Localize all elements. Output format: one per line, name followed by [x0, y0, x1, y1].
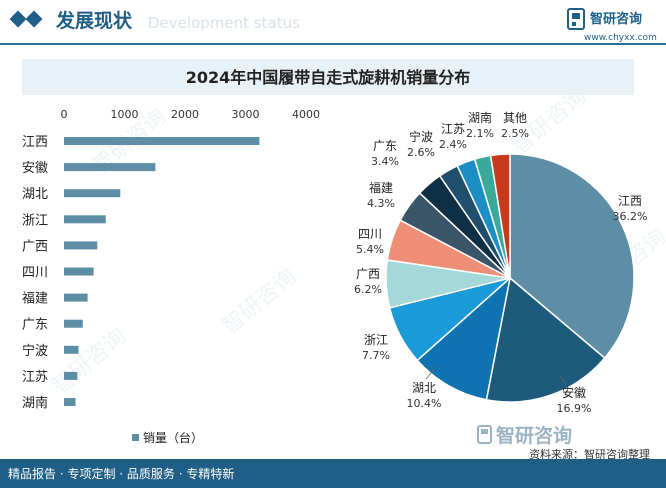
pie-slice	[416, 275, 512, 401]
pie-label: 江苏	[441, 122, 465, 136]
bar	[64, 163, 156, 172]
pie-value-label: 2.1%	[466, 127, 494, 140]
header-rule	[0, 43, 666, 45]
pie-value-label: 16.9%	[557, 402, 592, 415]
chart-title: 2024年中国履带自走式旋耕机销量分布	[186, 68, 471, 87]
diamond-bullet-icon	[9, 10, 43, 28]
pie-value-label: 2.5%	[501, 127, 529, 140]
category-label: 宁波	[22, 343, 48, 359]
bar	[64, 319, 83, 328]
footer-slogan: 精品报告 · 专项定制 · 品质服务 · 专精特新	[8, 466, 234, 481]
brand-logo-icon	[567, 8, 585, 30]
category-label: 江西	[22, 135, 48, 150]
chart-title-band	[22, 59, 634, 95]
pie-label: 广西	[356, 267, 380, 281]
category-label: 浙江	[22, 213, 48, 228]
pie-label: 宁波	[409, 129, 433, 144]
x-tick-label: 2000	[171, 108, 199, 121]
pie-label: 湖北	[412, 380, 436, 395]
bar	[64, 241, 98, 250]
pie-label: 安徽	[562, 385, 586, 400]
leader-line	[559, 374, 567, 386]
category-label: 江苏	[22, 369, 48, 385]
bar-chart: 0 1000 2000 3000 4000 江西安徽湖北浙江广西四川福建广东宁波江苏湖南销…	[22, 108, 320, 445]
header-title: 发展现状	[55, 9, 133, 32]
source-brand-watermark: 智研咨询	[496, 424, 572, 447]
leader-line	[425, 366, 437, 380]
brand-url: www.chyxx.com	[584, 33, 657, 43]
pie-value-label: 4.3%	[367, 197, 395, 210]
bar	[64, 345, 79, 354]
pie-label: 广东	[373, 139, 397, 153]
pie-chart: 江西 36.2% 安徽 16.9% 湖北 10.4% 浙江 7.7% 广西 6.2% 四川 5.4% 福…	[354, 110, 647, 415]
bar	[64, 398, 76, 406]
category-label: 广西	[22, 239, 48, 254]
category-label: 湖南	[22, 395, 48, 411]
bar	[64, 215, 106, 224]
x-tick-label: 0	[61, 108, 68, 121]
pie-value-label: 10.4%	[407, 397, 442, 410]
x-tick-label: 3000	[232, 108, 260, 121]
pie-value-label: 36.2%	[613, 210, 648, 223]
x-tick-label: 1000	[111, 108, 139, 121]
legend-swatch	[132, 434, 139, 441]
chart-title-wrap: 2024年中国履带自走式旋耕机销量分布	[186, 68, 471, 87]
category-label: 湖北	[22, 187, 48, 202]
header-subtitle-watermark: Development status	[148, 14, 300, 32]
pie-label: 江西	[618, 194, 642, 208]
bar	[64, 293, 88, 302]
pie-value-label: 5.4%	[356, 243, 384, 256]
bar	[64, 189, 121, 198]
background-watermark: 智研咨询	[218, 264, 301, 340]
pie-slice	[489, 153, 511, 279]
category-label: 广东	[22, 318, 48, 333]
pie-label: 其他	[503, 111, 527, 125]
bar	[64, 137, 260, 145]
pie-value-label: 2.4%	[439, 138, 467, 151]
source-logo-icon	[477, 425, 492, 444]
pie-slice	[509, 153, 635, 360]
pie-label: 四川	[358, 227, 382, 241]
pie-value-label: 6.2%	[354, 283, 382, 296]
header: Development status 发展现状 智研咨询 www.chyxx.c…	[9, 8, 657, 43]
pie-label: 浙江	[364, 333, 388, 347]
bar	[64, 371, 78, 380]
legend-label: 销量（台）	[143, 430, 203, 445]
pie-label: 福建	[369, 180, 393, 195]
x-tick-label: 4000	[292, 108, 320, 121]
category-label: 安徽	[22, 161, 48, 176]
pie-value-label: 7.7%	[362, 349, 390, 362]
pie-slice	[485, 276, 606, 403]
background-watermark: 智研咨询	[48, 324, 131, 400]
bar	[64, 267, 94, 276]
pie-label: 湖南	[468, 110, 492, 125]
category-label: 四川	[22, 266, 48, 281]
category-label: 福建	[22, 292, 48, 307]
footer: 精品报告 · 专项定制 · 品质服务 · 专精特新	[8, 466, 234, 481]
chart-area: 智研咨询智研咨询智研咨询智研咨询智研咨询 01000200030004000江西…	[22, 95, 666, 460]
brand-name: 智研咨询	[590, 11, 642, 27]
pie-value-label: 2.6%	[407, 146, 435, 159]
pie-value-label: 3.4%	[371, 155, 399, 168]
footer-band	[0, 459, 666, 488]
source-text: 资料来源：智研咨询整理	[529, 447, 650, 460]
